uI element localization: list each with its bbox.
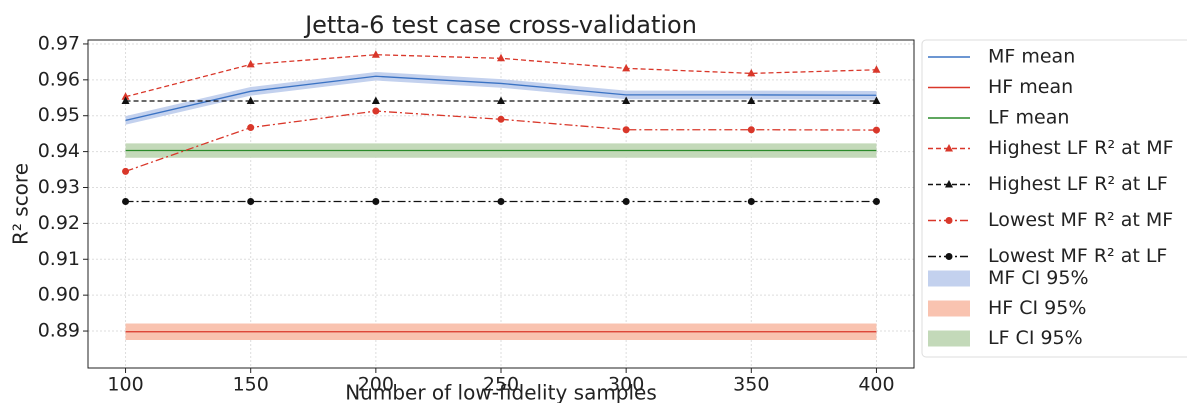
marker: [121, 92, 130, 100]
x-tick-label: 400: [858, 374, 894, 396]
y-tick-label: 0.95: [38, 104, 80, 126]
marker: [622, 63, 631, 72]
marker: [122, 167, 130, 175]
plot-frame: [87, 39, 915, 369]
legend-marker: [945, 180, 953, 188]
x-tick-label: 150: [233, 374, 269, 396]
marker: [121, 96, 130, 105]
marker: [872, 197, 880, 205]
marker: [371, 50, 380, 58]
ci-band: [125, 71, 877, 125]
x-tick-label: 350: [733, 374, 769, 396]
y-tick-label: 0.96: [38, 68, 80, 90]
y-axis-label: R² score: [9, 163, 33, 245]
marker: [372, 107, 380, 115]
y-tick-label: 0.91: [38, 248, 80, 270]
legend-swatch: [928, 300, 970, 317]
marker: [371, 96, 380, 105]
marker: [747, 197, 755, 205]
legend-swatch: [928, 330, 970, 347]
y-tick-label: 0.89: [38, 320, 80, 342]
legend-label: Lowest MF R² at LF: [988, 245, 1167, 267]
y-tick-label: 0.93: [38, 176, 80, 198]
marker: [872, 126, 880, 134]
marker: [247, 197, 255, 205]
marker: [497, 53, 505, 62]
marker: [747, 126, 755, 134]
legend-label: MF CI 95%: [988, 267, 1089, 289]
marker: [497, 96, 505, 105]
marker: [122, 197, 130, 205]
marker: [246, 96, 255, 105]
marker: [872, 96, 881, 105]
x-tick-label: 200: [358, 374, 394, 396]
y-tick-label: 0.97: [38, 32, 80, 54]
legend-label: LF CI 95%: [988, 327, 1083, 349]
marker: [247, 124, 255, 132]
legend-label: LF mean: [988, 107, 1069, 129]
x-tick-label: 250: [483, 374, 519, 396]
marker: [747, 68, 756, 77]
marker: [622, 126, 630, 134]
y-tick-label: 0.90: [38, 284, 80, 306]
legend-marker: [945, 217, 953, 224]
series-line: [125, 75, 877, 122]
legend-label: HF CI 95%: [988, 297, 1086, 319]
y-tick-label: 0.92: [38, 212, 80, 234]
legend-label: MF mean: [988, 46, 1075, 68]
legend-marker: [945, 144, 953, 152]
chart-title: Jetta-6 test case cross-validation: [303, 11, 697, 39]
x-tick-label: 100: [107, 374, 143, 396]
marker: [872, 65, 881, 73]
legend-label: HF mean: [988, 76, 1073, 98]
legend-label: Highest LF R² at LF: [988, 173, 1168, 195]
legend-swatch: [928, 270, 970, 287]
legend-label: Lowest MF R² at MF: [988, 209, 1173, 231]
marker: [622, 96, 631, 105]
x-tick-label: 300: [608, 374, 644, 396]
legend-label: Highest LF R² at MF: [988, 137, 1174, 159]
x-axis-label: Number of low-fidelity samples: [345, 381, 657, 403]
legend-box: [921, 39, 1187, 358]
marker: [747, 96, 756, 105]
legend-marker: [945, 253, 953, 260]
marker: [622, 197, 630, 205]
marker: [497, 115, 505, 123]
marker: [372, 197, 380, 205]
marker: [497, 197, 505, 205]
marker: [246, 59, 255, 68]
y-tick-label: 0.94: [38, 140, 80, 162]
